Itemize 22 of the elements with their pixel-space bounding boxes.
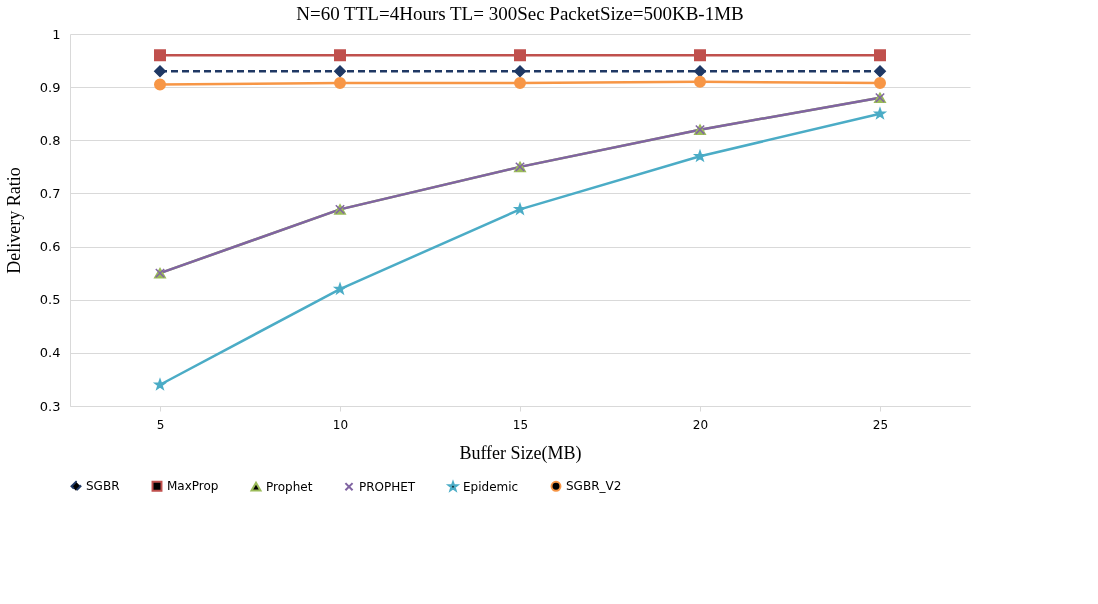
y-tick-label: 0.7	[39, 185, 61, 201]
x-tick-label: 15	[512, 417, 529, 432]
x-tick-label: 25	[872, 417, 889, 432]
legend-label: Epidemic	[463, 479, 519, 494]
y-tick-label: 0.5	[39, 292, 61, 308]
y-tick-label: 0.3	[39, 398, 61, 414]
legend-label: MaxProp	[167, 479, 219, 494]
x-tick-label: 20	[692, 417, 709, 432]
y-tick-label: 0.8	[39, 132, 61, 148]
y-axis-title: Delivery Ratio	[3, 167, 24, 274]
legend-label: Prophet	[266, 479, 313, 494]
legend-label: PROPHET	[359, 479, 416, 494]
y-tick-label: 0.9	[39, 79, 61, 95]
legend-label: SGBR_V2	[566, 479, 622, 494]
legend-label: SGBR	[86, 479, 120, 494]
chart-title: N=60 TTL=4Hours TL= 300Sec PacketSize=500KB-1MB	[296, 3, 744, 24]
y-tick-label: 0.4	[39, 345, 61, 361]
y-tick-label: 1	[52, 26, 61, 42]
x-axis-title: Buffer Size(MB)	[459, 442, 582, 464]
x-tick-label: 5	[156, 417, 165, 432]
y-tick-label: 0.6	[39, 239, 61, 255]
x-tick-label: 10	[332, 417, 349, 432]
